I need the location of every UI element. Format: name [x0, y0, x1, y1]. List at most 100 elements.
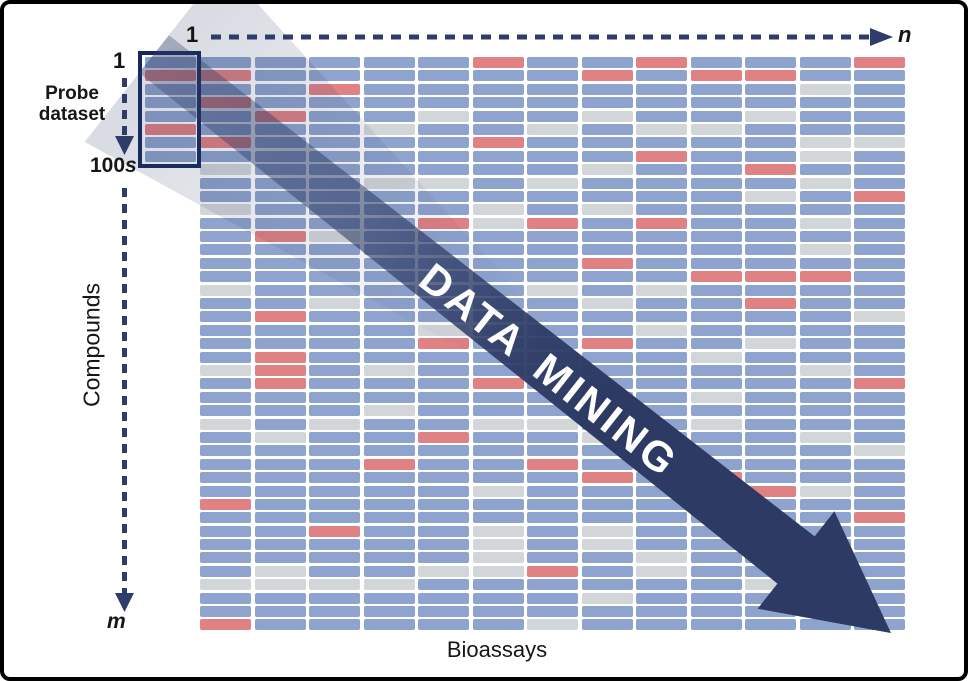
grid-cell — [418, 458, 469, 470]
grid-cell — [418, 619, 469, 631]
grid-cell — [200, 512, 251, 524]
grid-cell — [200, 525, 251, 537]
grid-cell — [418, 445, 469, 457]
grid-cell — [472, 257, 524, 269]
grid-cell — [200, 137, 251, 149]
grid-cell — [418, 298, 469, 310]
grid-cell — [527, 190, 578, 202]
grid-cell — [581, 83, 633, 95]
grid-cell — [418, 579, 469, 591]
grid-cell — [254, 57, 306, 68]
probe-dataset-outline — [138, 51, 201, 168]
grid-cell — [854, 539, 905, 551]
grid-cell — [636, 217, 687, 229]
grid-cell — [254, 70, 306, 82]
grid-cell — [581, 70, 633, 82]
grid-cell — [745, 83, 796, 95]
grid-cell — [200, 431, 251, 443]
grid-cell — [581, 472, 633, 484]
grid-cell — [745, 391, 796, 403]
grid-cell — [200, 445, 251, 457]
grid-cell — [363, 458, 415, 470]
grid-cell — [254, 150, 306, 162]
grid-cell — [745, 244, 796, 256]
grid-cell — [418, 217, 469, 229]
grid-cell — [854, 217, 905, 229]
grid-cell — [799, 257, 851, 269]
grid-cell — [527, 257, 578, 269]
grid-cell — [799, 458, 851, 470]
grid-cell — [472, 177, 524, 189]
grid-cell — [690, 123, 742, 135]
grid-cell — [309, 284, 360, 296]
grid-cell — [418, 57, 469, 68]
x-axis-end-label: n — [898, 22, 912, 47]
grid-cell — [418, 324, 469, 336]
grid-cell — [745, 57, 796, 68]
grid-cell — [200, 123, 251, 135]
grid-cell — [527, 244, 578, 256]
grid-cell — [363, 83, 415, 95]
grid-cell — [472, 137, 524, 149]
grid-cell — [690, 70, 742, 82]
grid-cell — [363, 378, 415, 390]
grid-cell — [254, 217, 306, 229]
grid-cell — [200, 110, 251, 122]
grid-cell — [254, 539, 306, 551]
grid-cell — [200, 190, 251, 202]
grid-cell — [363, 190, 415, 202]
grid-cell — [581, 592, 633, 604]
grid-cell — [472, 619, 524, 631]
grid-cell — [581, 418, 633, 430]
grid-cell — [472, 204, 524, 216]
grid-cell — [745, 271, 796, 283]
grid-cell — [581, 338, 633, 350]
probe-dataset-label-line2: dataset — [38, 104, 106, 125]
grid-cell — [799, 378, 851, 390]
grid-cell — [581, 298, 633, 310]
grid-cell — [363, 445, 415, 457]
grid-cell — [472, 70, 524, 82]
grid-cell — [418, 431, 469, 443]
grid-cell — [581, 244, 633, 256]
grid-cell — [745, 525, 796, 537]
grid-cell — [799, 565, 851, 577]
grid-cell — [418, 552, 469, 564]
grid-cell — [472, 445, 524, 457]
grid-cell — [363, 244, 415, 256]
grid-cell — [854, 485, 905, 497]
grid-cell — [690, 150, 742, 162]
grid-cell — [581, 97, 633, 109]
grid-cell — [309, 472, 360, 484]
grid-cell — [363, 231, 415, 243]
grid-cell — [854, 592, 905, 604]
grid-cell — [200, 472, 251, 484]
grid-cell — [254, 284, 306, 296]
grid-cell — [254, 298, 306, 310]
grid-cell — [200, 338, 251, 350]
grid-cell — [799, 271, 851, 283]
grid-cell — [799, 552, 851, 564]
grid-cell — [254, 257, 306, 269]
grid-cell — [581, 458, 633, 470]
grid-cell — [745, 619, 796, 631]
grid-cell — [418, 391, 469, 403]
grid-cell — [636, 284, 687, 296]
grid-cell — [745, 164, 796, 176]
grid-cell — [363, 498, 415, 510]
grid-cell — [690, 525, 742, 537]
grid-cell — [472, 164, 524, 176]
grid-cell — [309, 512, 360, 524]
grid-cell — [854, 405, 905, 417]
grid-cell — [799, 110, 851, 122]
grid-cell — [636, 57, 687, 68]
grid-cell — [363, 539, 415, 551]
grid-cell — [418, 70, 469, 82]
grid-cell — [309, 431, 360, 443]
grid-cell — [854, 351, 905, 363]
grid-cell — [690, 565, 742, 577]
grid-cell — [472, 110, 524, 122]
grid-cell — [636, 579, 687, 591]
grid-cell — [418, 150, 469, 162]
grid-cell — [690, 498, 742, 510]
